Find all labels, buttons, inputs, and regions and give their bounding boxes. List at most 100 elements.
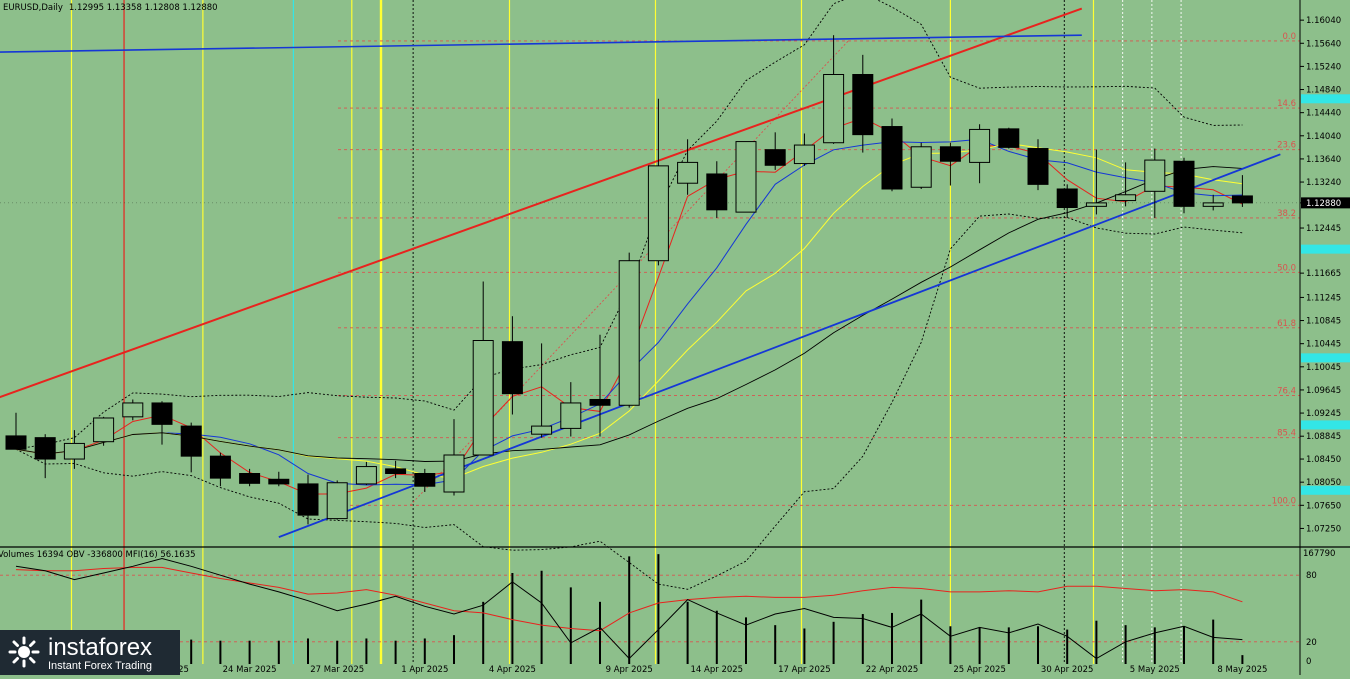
- date-label-5: 9 Apr 2025: [606, 665, 653, 675]
- candle-body-14: [414, 473, 436, 487]
- candle-body-27: [793, 144, 815, 165]
- price-tick-label-2: 1.15240: [1306, 62, 1341, 72]
- price-tick-label-3: 1.14840: [1306, 86, 1341, 96]
- price-tick-label-18: 1.08450: [1306, 455, 1341, 465]
- bollinger-lower: [15, 213, 1243, 590]
- date-label-3: 1 Apr 2025: [401, 665, 448, 675]
- bollinger-upper: [15, 0, 1243, 450]
- sub-tick-label-2: 0: [1306, 657, 1311, 667]
- candle-body-11: [326, 482, 348, 520]
- candle-body-4: [122, 402, 144, 418]
- volume-obv-mfi-panel: 80 20 0 167790: [0, 549, 1335, 667]
- candle-body-21: [618, 260, 640, 406]
- candle-body-40: [1173, 160, 1195, 207]
- fib-label-4: 50.0: [1277, 263, 1296, 273]
- price-tick-label-11: 1.11245: [1306, 293, 1341, 303]
- logo-brand: instaforex: [48, 634, 153, 661]
- fib-label-1: 14.6: [1277, 99, 1296, 109]
- candle-body-1: [34, 437, 56, 460]
- candle-body-17: [501, 341, 523, 395]
- fib-label-3: 38.2: [1277, 209, 1296, 219]
- date-label-9: 25 Apr 2025: [953, 665, 1006, 675]
- fib-label-5: 61.8: [1277, 319, 1296, 329]
- candle-body-32: [939, 146, 961, 162]
- obv-line: [15, 557, 1243, 660]
- fibonacci-levels: 0.0 14.6 23.6 38.2 50.0 61.8 76.4 85.4 100.0: [338, 32, 1300, 506]
- candle-body-10: [297, 483, 319, 516]
- price-tick-label-6: 1.13640: [1306, 155, 1341, 165]
- date-label-11: 5 May 2025: [1130, 665, 1180, 675]
- candle-body-18: [531, 425, 553, 435]
- date-label-2: 27 Mar 2025: [310, 665, 364, 675]
- candle-body-35: [1027, 148, 1049, 185]
- candle-body-20: [589, 398, 611, 406]
- price-tick-label-16: 1.09245: [1306, 409, 1341, 419]
- current-price-label: 1.12880: [1306, 199, 1341, 209]
- candle-body-2: [63, 442, 85, 460]
- date-label-8: 22 Apr 2025: [866, 665, 919, 675]
- price-tick-label-1: 1.15640: [1306, 39, 1341, 49]
- cyan-level-marker-0: [1301, 94, 1350, 104]
- fib-label-8: 100.0: [1272, 496, 1296, 506]
- candle-body-33: [969, 128, 991, 163]
- price-tick-label-7: 1.13240: [1306, 178, 1341, 188]
- candle-body-26: [764, 149, 786, 166]
- date-label-4: 4 Apr 2025: [489, 665, 536, 675]
- candle-body-9: [268, 478, 290, 485]
- indicator-title: Volumes 16394 OBV -336800 MFI(16) 56.163…: [0, 550, 196, 560]
- date-label-10: 30 Apr 2025: [1041, 665, 1094, 675]
- price-tick-label-20: 1.07650: [1306, 501, 1341, 511]
- candle-body-41: [1202, 202, 1224, 207]
- fib-label-2: 23.6: [1277, 141, 1296, 151]
- vertical-lines: [70, 0, 1182, 664]
- price-tick-label-15: 1.09645: [1306, 386, 1341, 396]
- cyan-level-marker-3: [1301, 420, 1350, 430]
- chart-header: EURUSD,Daily 1.12995 1.13358 1.12808 1.12…: [3, 3, 218, 13]
- candle-body-7: [209, 455, 231, 479]
- candle-body-3: [93, 417, 115, 443]
- candle-body-8: [239, 473, 261, 484]
- candle-body-15: [443, 454, 465, 493]
- price-tick-label-9: 1.12445: [1306, 224, 1341, 234]
- price-tick-label-12: 1.10845: [1306, 317, 1341, 327]
- candle-body-0: [5, 435, 27, 450]
- price-tick-label-17: 1.08845: [1306, 432, 1341, 442]
- price-tick-label-4: 1.14440: [1306, 109, 1341, 119]
- date-label-6: 14 Apr 2025: [691, 665, 744, 675]
- candle-body-12: [355, 466, 377, 485]
- candle-body-37: [1085, 202, 1107, 207]
- fib-label-7: 85.4: [1277, 429, 1296, 439]
- candle-body-42: [1231, 195, 1253, 204]
- ma-black: [15, 166, 1243, 462]
- logo-mark-icon: [8, 636, 40, 668]
- candle-body-34: [998, 128, 1020, 148]
- cyan-level-marker-2: [1301, 353, 1350, 363]
- candle-body-16: [472, 340, 494, 456]
- fib-label-6: 76.4: [1277, 386, 1296, 396]
- price-tick-label-10: 1.11665: [1306, 269, 1341, 279]
- current-price-box: [1301, 197, 1350, 209]
- candle-body-24: [706, 173, 728, 211]
- sub-tick-label-0: 80: [1306, 571, 1317, 581]
- date-label-7: 17 Apr 2025: [778, 665, 831, 675]
- candle-body-5: [151, 402, 173, 425]
- instaforex-logo: instaforex Instant Forex Trading: [0, 630, 180, 675]
- sub-scale-max: 167790: [1303, 549, 1335, 559]
- logo-tagline: Instant Forex Trading: [48, 660, 152, 672]
- price-tick-label-21: 1.07250: [1306, 524, 1341, 534]
- candles: [5, 35, 1253, 525]
- candle-body-13: [385, 468, 407, 474]
- price-tick-label-13: 1.10445: [1306, 340, 1341, 350]
- sub-tick-label-1: 20: [1306, 638, 1317, 648]
- mfi-line: [15, 566, 1243, 632]
- candle-body-29: [852, 74, 874, 136]
- fib-label-0: 0.0: [1282, 32, 1296, 42]
- candle-body-25: [735, 141, 757, 213]
- candle-body-6: [180, 425, 202, 457]
- price-tick-label-5: 1.14040: [1306, 132, 1341, 142]
- cyan-level-marker-1: [1301, 244, 1350, 254]
